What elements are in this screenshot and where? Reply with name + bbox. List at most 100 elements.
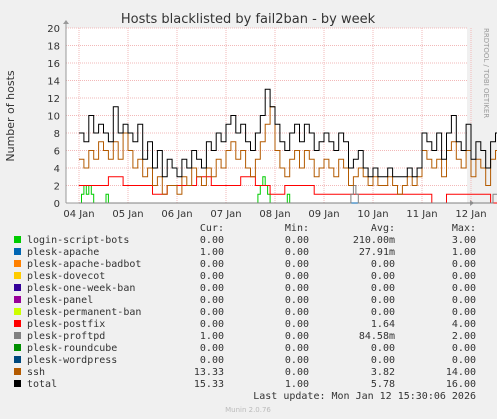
- legend-max-ssh: 14.00: [446, 367, 476, 378]
- legend-avg-plesk-postfix: 1.64: [371, 319, 395, 330]
- legend-label-plesk-postfix: plesk-postfix: [27, 319, 105, 330]
- legend-swatch-plesk-dovecot: [14, 272, 21, 279]
- legend-swatch-plesk-permanent-ban: [14, 308, 21, 315]
- legend-min-plesk-dovecot: 0.00: [285, 271, 309, 282]
- legend-min-plesk-one-week-ban: 0.00: [285, 283, 309, 294]
- legend-avg-total: 5.78: [371, 379, 395, 390]
- rrdtool-side-label: RRDTOOL / TOBI OETIKER: [482, 28, 490, 118]
- legend-max-plesk-dovecot: 0.00: [452, 271, 476, 282]
- legend-swatch-total: [14, 380, 21, 387]
- legend-cur-total: 15.33: [194, 379, 224, 390]
- x-tick-label: 05 Jan: [112, 209, 143, 220]
- y-tick-label: 6: [54, 147, 60, 158]
- y-tick-label: 0: [54, 199, 60, 210]
- legend-cur-plesk-apache-badbot: 0.00: [200, 259, 224, 270]
- legend-min-plesk-apache-badbot: 0.00: [285, 259, 309, 270]
- legend-cur-plesk-apache: 1.00: [200, 247, 224, 258]
- legend-swatch-plesk-panel: [14, 296, 21, 303]
- legend-avg-plesk-panel: 0.00: [371, 295, 395, 306]
- legend-avg-login-script-bots: 210.00m: [353, 235, 395, 246]
- y-tick-label: 10: [47, 112, 60, 123]
- legend-min-ssh: 0.00: [285, 367, 309, 378]
- legend-label-plesk-panel: plesk-panel: [27, 295, 93, 306]
- y-tick-label: 14: [47, 77, 60, 88]
- legend-header-cur: Cur:: [200, 223, 224, 234]
- legend-label-plesk-apache: plesk-apache: [27, 247, 99, 258]
- legend-avg-plesk-roundcube: 0.00: [371, 343, 395, 354]
- y-tick-label: 8: [54, 129, 60, 140]
- series-line-plesk-apache: [79, 202, 497, 204]
- legend-label-ssh: ssh: [27, 367, 45, 378]
- legend-min-login-script-bots: 0.00: [285, 235, 309, 246]
- legend-label-total: total: [27, 379, 57, 390]
- legend-max-plesk-apache-badbot: 0.00: [452, 259, 476, 270]
- legend-avg-plesk-wordpress: 0.00: [371, 355, 395, 366]
- legend-avg-plesk-apache-badbot: 0.00: [371, 259, 395, 270]
- legend-swatch-login-script-bots: [14, 236, 21, 243]
- y-tick-label: 16: [47, 59, 60, 70]
- legend-max-plesk-panel: 0.00: [452, 295, 476, 306]
- chart-title: Hosts blacklisted by fail2ban - by week: [121, 12, 376, 27]
- legend-cur-plesk-permanent-ban: 0.00: [200, 307, 224, 318]
- legend-cur-plesk-dovecot: 0.00: [200, 271, 224, 282]
- legend-swatch-plesk-roundcube: [14, 344, 21, 351]
- y-tick-label: 12: [47, 94, 60, 105]
- x-tick-label: 04 Jan: [63, 209, 94, 220]
- legend-label-plesk-roundcube: plesk-roundcube: [27, 343, 117, 354]
- legend-max-total: 16.00: [446, 379, 476, 390]
- legend-min-plesk-apache: 0.00: [285, 247, 309, 258]
- legend-max-login-script-bots: 3.00: [452, 235, 476, 246]
- y-axis-label: Number of hosts: [4, 70, 17, 162]
- legend-swatch-plesk-wordpress: [14, 356, 21, 363]
- y-tick-label: 4: [54, 164, 60, 175]
- legend-avg-plesk-one-week-ban: 0.00: [371, 283, 395, 294]
- legend-max-plesk-apache: 1.00: [452, 247, 476, 258]
- legend-label-login-script-bots: login-script-bots: [27, 235, 129, 246]
- x-tick-label: 09 Jan: [308, 209, 339, 220]
- last-update-text: Last update: Mon Jan 12 15:30:06 2026: [253, 391, 476, 402]
- munin-version: Munin 2.0.76: [225, 406, 271, 414]
- legend-cur-login-script-bots: 0.00: [200, 235, 224, 246]
- legend-max-plesk-proftpd: 2.00: [452, 331, 476, 342]
- y-tick-label: 2: [54, 182, 60, 193]
- legend-swatch-ssh: [14, 368, 21, 375]
- legend-swatch-plesk-one-week-ban: [14, 284, 21, 291]
- legend-avg-plesk-permanent-ban: 0.00: [371, 307, 395, 318]
- legend-max-plesk-one-week-ban: 0.00: [452, 283, 476, 294]
- legend-avg-plesk-dovecot: 0.00: [371, 271, 395, 282]
- y-tick-label: 20: [47, 24, 60, 35]
- legend-min-plesk-postfix: 0.00: [285, 319, 309, 330]
- legend-label-plesk-permanent-ban: plesk-permanent-ban: [27, 307, 141, 318]
- y-axis-arrow: [63, 20, 69, 24]
- legend-min-plesk-wordpress: 0.00: [285, 355, 309, 366]
- legend-cur-ssh: 13.33: [194, 367, 224, 378]
- legend-max-plesk-postfix: 4.00: [452, 319, 476, 330]
- legend-header-max: Max:: [452, 223, 476, 234]
- legend-avg-plesk-proftpd: 84.58m: [359, 331, 395, 342]
- legend-avg-ssh: 3.82: [371, 367, 395, 378]
- x-tick-label: 11 Jan: [406, 209, 437, 220]
- legend-cur-plesk-roundcube: 0.00: [200, 343, 224, 354]
- x-tick-label: 07 Jan: [210, 209, 241, 220]
- legend-swatch-plesk-postfix: [14, 320, 21, 327]
- legend-cur-plesk-wordpress: 0.00: [200, 355, 224, 366]
- legend-swatch-plesk-proftpd: [14, 332, 21, 339]
- legend-min-total: 1.00: [285, 379, 309, 390]
- legend-header-min: Min:: [285, 223, 309, 234]
- legend-label-plesk-proftpd: plesk-proftpd: [27, 331, 105, 342]
- x-tick-label: 08 Jan: [259, 209, 290, 220]
- series-line-plesk-postfix: [79, 176, 497, 204]
- legend-label-plesk-one-week-ban: plesk-one-week-ban: [27, 283, 135, 294]
- legend-max-plesk-wordpress: 0.00: [452, 355, 476, 366]
- legend-cur-plesk-proftpd: 1.00: [200, 331, 224, 342]
- legend-header-avg: Avg:: [371, 223, 395, 234]
- legend-max-plesk-roundcube: 0.00: [452, 343, 476, 354]
- legend-min-plesk-permanent-ban: 0.00: [285, 307, 309, 318]
- legend-min-plesk-panel: 0.00: [285, 295, 309, 306]
- legend-label-plesk-dovecot: plesk-dovecot: [27, 271, 105, 282]
- legend-cur-plesk-one-week-ban: 0.00: [200, 283, 224, 294]
- series-line-plesk-proftpd: [79, 185, 497, 204]
- x-tick-label: 12 Jan: [455, 209, 486, 220]
- legend-label-plesk-wordpress: plesk-wordpress: [27, 355, 117, 366]
